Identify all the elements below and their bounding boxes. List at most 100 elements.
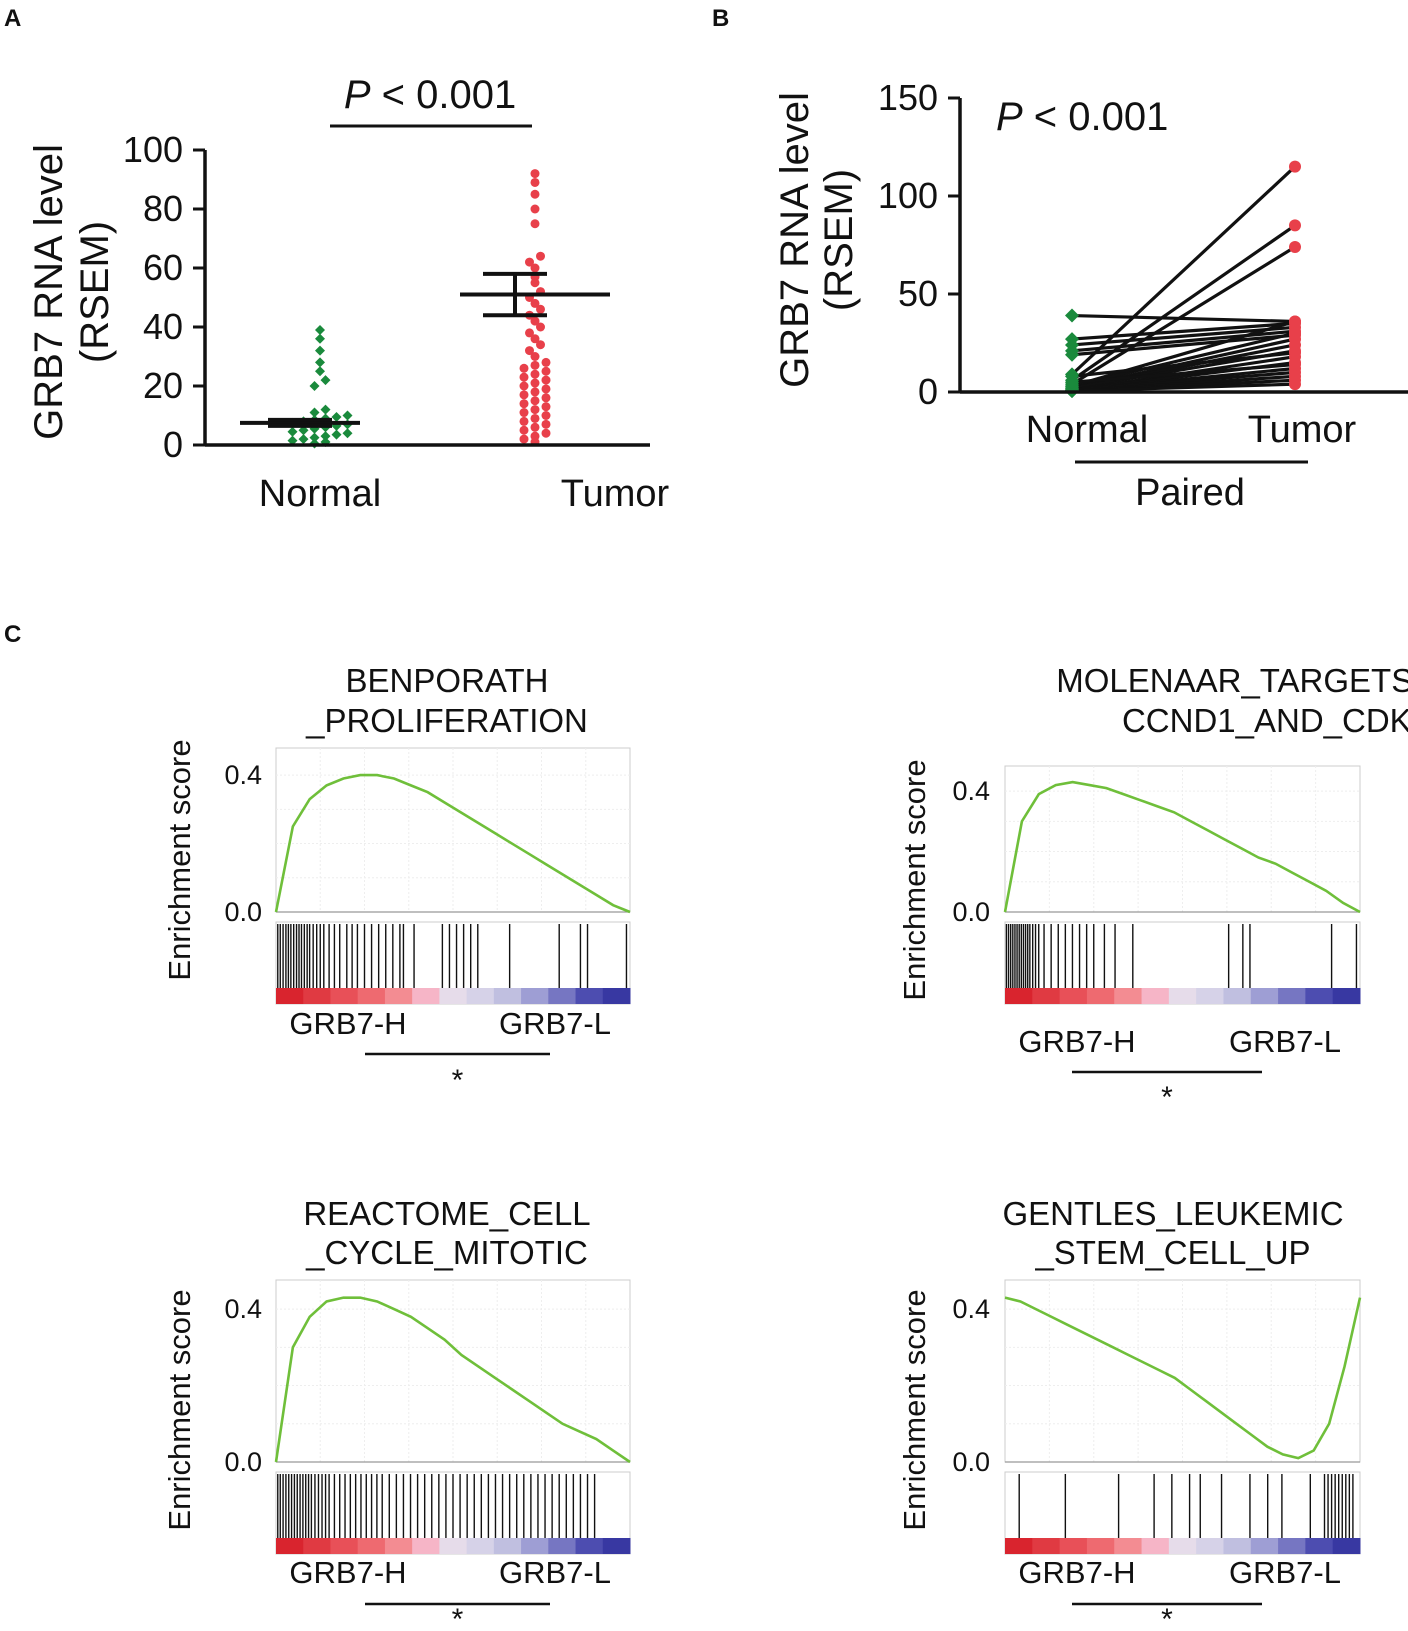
- gsea-ylabel: Enrichment score: [897, 759, 932, 1000]
- panel-a-point-tumor: [541, 357, 551, 367]
- gsea-title-line2: _PROLIFERATION: [305, 702, 588, 739]
- gsea-rank-color-cell: [1305, 1538, 1334, 1554]
- panel-a-point-normal: [315, 324, 325, 335]
- panel-a-ytick-label: 80: [143, 188, 183, 229]
- panel-a-point-tumor: [541, 375, 551, 385]
- panel-letter-b: B: [712, 5, 729, 32]
- panel-b-ylabel-line2: (RSEM): [817, 169, 861, 311]
- gsea-title-line1: REACTOME_CELL: [303, 1195, 590, 1232]
- panel-a-point-tumor: [536, 304, 545, 314]
- panel-a-xlabel-normal: Normal: [259, 473, 381, 515]
- gsea-rank-color-cell: [1114, 1538, 1143, 1554]
- panel-b-point-tumor: [1289, 240, 1301, 253]
- gsea-group-low: GRB7-L: [1229, 1555, 1341, 1590]
- gsea-rank-color-cell: [521, 988, 549, 1004]
- gsea-rank-color-cell: [493, 988, 522, 1004]
- panel-b-pair-line: [1071, 329, 1296, 353]
- gsea-group-high: GRB7-H: [289, 1555, 406, 1590]
- panel-b-pair-line: [1070, 165, 1297, 376]
- panel-a-point-tumor: [541, 419, 551, 429]
- panel-a-point-tumor: [519, 425, 529, 435]
- panel-b-group-label: Paired: [1135, 472, 1245, 514]
- gsea-rank-color-cell: [1196, 988, 1224, 1004]
- panel-b-ylabel-line1: GRB7 RNA level: [773, 92, 817, 388]
- panel-b-pair-line: [1071, 351, 1296, 378]
- panel-a-point-tumor: [541, 411, 551, 420]
- gsea-group-high: GRB7-H: [1018, 1024, 1135, 1059]
- panel-a-point-normal: [315, 357, 325, 368]
- gsea-significance-star: *: [452, 1064, 464, 1097]
- gsea-ytick-label: 0.4: [224, 1294, 262, 1324]
- panel-a-point-tumor: [519, 399, 529, 409]
- gsea-ylabel: Enrichment score: [897, 1289, 932, 1530]
- panel-a-point-tumor: [519, 408, 529, 418]
- panel-a-point-normal: [309, 381, 320, 391]
- panel-b-pair-line: [1071, 319, 1296, 388]
- gsea-group-high: GRB7-H: [1018, 1555, 1135, 1590]
- panel-a-point-tumor: [530, 219, 540, 229]
- panel-a-point-tumor: [530, 405, 540, 415]
- panel-a-point-tumor: [536, 322, 545, 332]
- panel-a-point-tumor: [525, 328, 534, 338]
- gsea-rank-color-cell: [1332, 988, 1361, 1004]
- panel-a-point-normal: [320, 431, 331, 442]
- panel-a-ytick-label: 60: [143, 247, 183, 288]
- gsea-rank-color-cell: [384, 988, 413, 1004]
- panel-b-pair-line: [1071, 333, 1296, 357]
- panel-a-point-normal: [309, 432, 320, 443]
- gsea-rank-color-cell: [276, 1538, 304, 1554]
- gsea-title-line1: MOLENAAR_TARGETS_OF_: [1056, 662, 1408, 699]
- gsea-rank-color-cell: [521, 1538, 549, 1554]
- gsea-ytick-label: 0.0: [224, 1447, 262, 1477]
- gsea-rank-color-cell: [1005, 988, 1033, 1004]
- panel-a-point-tumor: [541, 402, 551, 412]
- gsea-title-line2: _STEM_CELL_UP: [1034, 1234, 1310, 1271]
- panel-a-point-tumor: [530, 422, 540, 432]
- panel-b-pair-line: [1071, 245, 1296, 386]
- panel-a-point-tumor: [530, 413, 540, 423]
- panel-a-ytick-label: 20: [143, 365, 183, 406]
- gsea-group-low: GRB7-L: [499, 1555, 611, 1590]
- panel-a-point-normal: [331, 429, 342, 440]
- gsea-rank-color-cell: [1168, 1538, 1197, 1554]
- gsea-group-low: GRB7-L: [499, 1006, 611, 1041]
- panel-a-point-tumor: [541, 393, 551, 403]
- gsea-rank-color-cell: [1196, 1538, 1224, 1554]
- panel-b-point-tumor: [1289, 346, 1301, 359]
- gsea-rank-color-cell: [1141, 988, 1170, 1004]
- gsea-rank-color-cell: [1141, 1538, 1170, 1554]
- panel-a-point-normal: [315, 366, 325, 377]
- gsea-rank-color-cell: [575, 988, 604, 1004]
- panel-b-pair-line: [1071, 362, 1296, 384]
- panel-a-ytick-label: 40: [143, 306, 183, 347]
- panel-a-point-tumor: [530, 369, 540, 379]
- panel-b-point-tumor: [1289, 358, 1301, 371]
- gsea-es-curve: [1004, 1296, 1362, 1460]
- gsea-rank-color-cell: [1278, 1538, 1306, 1554]
- gsea-group-low: GRB7-L: [1229, 1024, 1341, 1059]
- panel-b-pair-line: [1071, 331, 1296, 388]
- gsea-rank-color-cell: [493, 1538, 522, 1554]
- panel-a-point-tumor: [536, 251, 545, 261]
- panel-a-point-tumor: [519, 390, 529, 400]
- gsea-rank-color-cell: [1086, 988, 1115, 1004]
- gsea-es-curve: [274, 1296, 631, 1464]
- panel-a-point-normal: [287, 435, 298, 446]
- gsea-rank-color-cell: [330, 1538, 359, 1554]
- panel-b-pair-line: [1071, 313, 1296, 324]
- gsea-title-line1: BENPORATH: [346, 662, 549, 699]
- panel-letter-c: C: [4, 621, 21, 648]
- panel-b-xlabel-normal: Normal: [1026, 409, 1148, 451]
- panel-b-p-value: P < 0.001: [996, 95, 1168, 139]
- panel-a-point-normal: [320, 375, 331, 386]
- panel-a-point-tumor: [519, 434, 529, 444]
- gsea-rank-color-cell: [1059, 1538, 1088, 1554]
- panel-b-ytick-label: 0: [918, 371, 938, 412]
- panel-a-point-tumor: [519, 363, 529, 373]
- gsea-title-line2: CCND1_AND_CDK4: [1122, 702, 1408, 739]
- panel-b-pair-line: [1071, 224, 1296, 382]
- panel-b-xlabel-tumor: Tumor: [1248, 409, 1357, 451]
- panel-b-point-normal: [1065, 308, 1079, 323]
- gsea-ylabel: Enrichment score: [162, 739, 197, 980]
- panel-b-pair-line: [1071, 382, 1296, 393]
